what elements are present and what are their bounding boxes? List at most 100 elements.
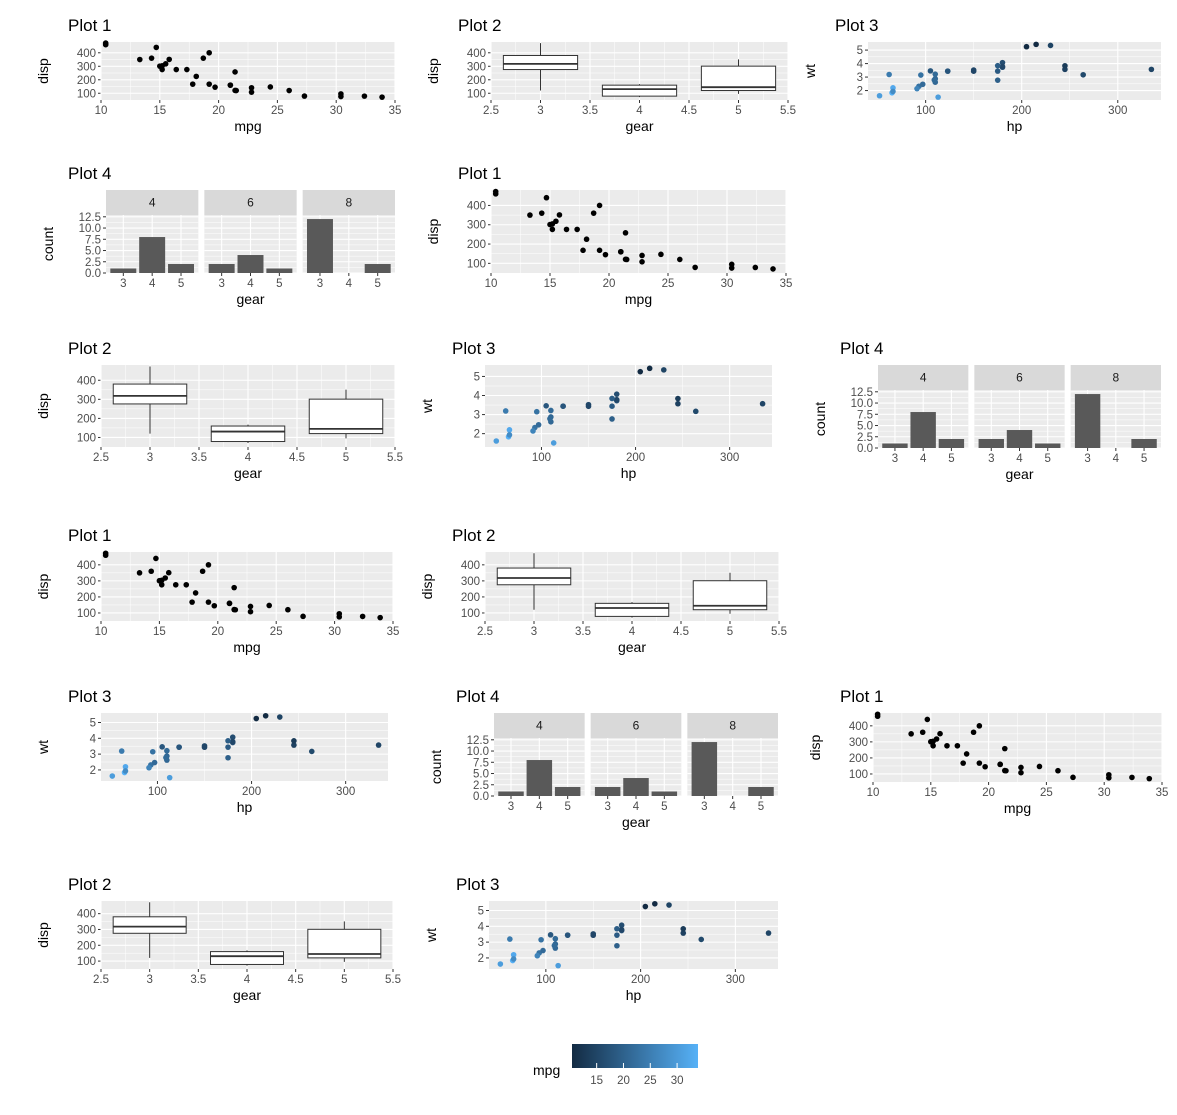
- y-tick-label: 2.5: [85, 257, 101, 269]
- plot-title: Plot 4: [840, 339, 883, 358]
- data-point: [1018, 769, 1024, 776]
- x-axis-label: gear: [234, 465, 262, 481]
- x-axis-label: gear: [1005, 466, 1033, 482]
- y-axis-label: disp: [807, 734, 823, 760]
- data-point: [163, 754, 169, 761]
- bar: [554, 787, 581, 796]
- data-point: [1129, 774, 1135, 781]
- data-point: [189, 81, 196, 87]
- x-axis-label: mpg: [234, 118, 261, 134]
- data-point: [266, 602, 272, 609]
- x-tick-label: 15: [924, 787, 937, 799]
- data-point: [379, 94, 385, 100]
- y-tick-label: 12.5: [851, 387, 873, 399]
- x-axis-label: hp: [626, 987, 642, 1003]
- y-tick-label: 12.5: [467, 735, 489, 747]
- data-point: [146, 764, 152, 771]
- box-body: [210, 951, 284, 965]
- y-tick-label: 4: [478, 921, 485, 933]
- y-tick-label: 300: [849, 737, 868, 749]
- data-point: [184, 66, 190, 73]
- y-tick-label: 100: [467, 88, 486, 100]
- x-tick-label: 10: [95, 105, 108, 117]
- y-axis-label: count: [428, 750, 444, 784]
- data-point: [200, 55, 207, 61]
- y-tick-label: 200: [849, 753, 868, 765]
- facet-6: 6 3 4 5: [590, 713, 682, 813]
- x-tick-label: 5.5: [387, 452, 403, 464]
- x-axis-label: mpg: [233, 639, 260, 655]
- legend-tick-label: 15: [590, 1075, 603, 1087]
- bar: [110, 268, 137, 273]
- x-tick-label: 5: [276, 278, 282, 290]
- data-point: [301, 93, 308, 99]
- data-point: [927, 68, 934, 74]
- subplot-15: Plot 3 wt hp 2 3 4 5 100 200 300: [423, 875, 778, 1003]
- data-point: [506, 427, 513, 433]
- y-tick-label: 400: [77, 375, 96, 387]
- subplot-14: Plot 2 disp gear 100 200 300 400 2.5 3 3.5 4 4.5 5 5.…: [35, 875, 401, 1003]
- bar: [910, 412, 936, 448]
- x-tick-label: 100: [916, 105, 935, 117]
- data-point: [165, 569, 172, 576]
- data-point: [538, 210, 545, 216]
- x-tick-label: 3: [988, 453, 994, 465]
- x-tick-label: 3.5: [582, 105, 598, 117]
- data-point: [765, 930, 772, 936]
- data-point: [550, 440, 557, 446]
- data-point: [1070, 774, 1076, 781]
- subplot-13: Plot 1 disp mpg 100 200 300 400 10 15 20 25 30 35: [807, 687, 1168, 816]
- data-point: [590, 210, 597, 216]
- x-tick-label: 4: [1016, 453, 1023, 465]
- box-body: [112, 916, 187, 934]
- data-point: [976, 760, 983, 766]
- x-tick-label: 2.5: [93, 452, 109, 464]
- data-point: [159, 744, 165, 750]
- data-point: [137, 56, 143, 63]
- data-point: [300, 613, 306, 620]
- x-axis-label: mpg: [625, 291, 652, 307]
- x-tick-label: 300: [336, 786, 355, 798]
- y-tick-label: 100: [77, 88, 96, 100]
- bar: [266, 268, 293, 273]
- data-point: [675, 400, 681, 407]
- x-tick-label: 5: [343, 452, 349, 464]
- y-tick-label: 100: [467, 258, 486, 270]
- data-point: [118, 748, 125, 754]
- y-tick-label: 2: [478, 953, 484, 965]
- data-point: [759, 400, 766, 407]
- data-point: [267, 84, 274, 90]
- legend-title: mpg: [533, 1062, 560, 1078]
- data-point: [502, 408, 509, 414]
- data-point: [211, 602, 218, 609]
- data-point: [148, 55, 155, 61]
- data-point: [538, 936, 544, 943]
- x-tick-label: 30: [1098, 787, 1111, 799]
- data-point: [770, 266, 776, 272]
- x-tick-label: 4: [1113, 453, 1120, 465]
- data-point: [552, 935, 559, 942]
- y-tick-label: 300: [461, 576, 480, 588]
- data-point: [205, 599, 212, 605]
- x-tick-label: 200: [242, 786, 261, 798]
- bar: [237, 255, 264, 273]
- data-point: [944, 742, 950, 749]
- data-point: [919, 81, 926, 88]
- data-point: [153, 44, 160, 51]
- data-point: [666, 902, 672, 908]
- x-tick-label: 3: [218, 278, 224, 290]
- data-point: [201, 744, 208, 751]
- y-tick-label: 0.0: [473, 791, 489, 803]
- facet-strip-label: 8: [1112, 371, 1119, 385]
- data-point: [248, 84, 255, 91]
- data-point: [232, 69, 238, 75]
- data-point: [493, 438, 500, 444]
- data-point: [166, 774, 173, 781]
- x-tick-label: 3: [508, 801, 514, 813]
- x-tick-label: 2.5: [477, 626, 493, 638]
- y-tick-label: 400: [77, 560, 96, 572]
- facet-6: 6 3 4 5: [204, 190, 297, 290]
- y-tick-label: 200: [461, 592, 480, 604]
- plot-title: Plot 2: [458, 16, 501, 35]
